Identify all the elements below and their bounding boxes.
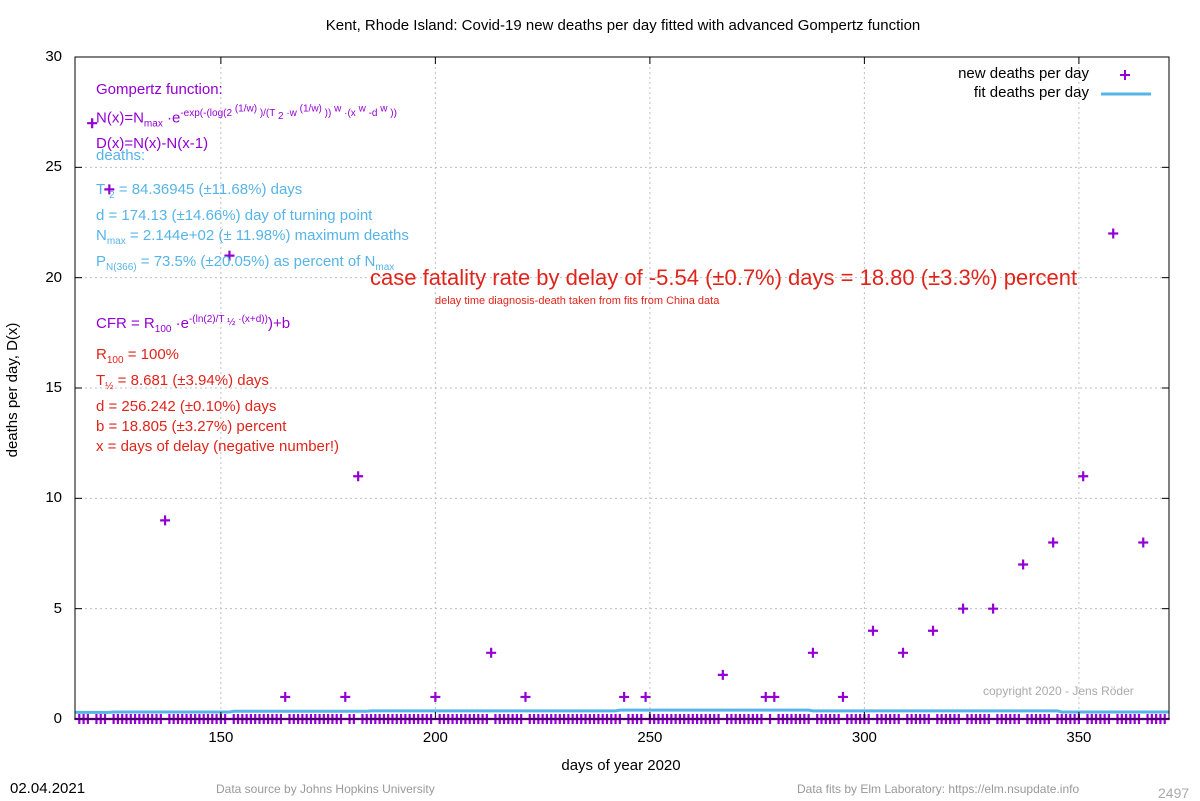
legend-markers (1101, 70, 1151, 96)
data-point (898, 647, 909, 658)
cfr-d: d = 256.242 (±0.10%) days (96, 398, 277, 415)
data-point (928, 625, 939, 636)
y-axis-label: deaths per day, D(x) (4, 322, 21, 458)
gompertz-formula: N(x)=Nmax ·e-exp(-(log(2 (1/w) )/(T 2 ·w… (96, 104, 397, 130)
data-point (353, 471, 364, 482)
cfr-b: b = 18.805 (±3.27%) percent (96, 418, 287, 435)
gompertz-title: Gompertz function: (96, 81, 223, 98)
cfr-headline: case fatality rate by delay of -5.54 (±0… (370, 265, 1078, 290)
data-point (160, 515, 171, 526)
copyright-text: copyright 2020 - Jens Röder (983, 684, 1134, 698)
cfr-formula: CFR = R100 ·e-(ln(2)/T ½ ·(x+d)))+b (96, 314, 291, 335)
chart-title: Kent, Rhode Island: Covid-19 new deaths … (325, 17, 921, 34)
y-tick-label: 10 (45, 489, 62, 507)
data-point (988, 603, 999, 614)
cfr-x: x = days of delay (negative number!) (96, 438, 340, 455)
footer-data-fits: Data fits by Elm Laboratory: https://elm… (797, 782, 1080, 796)
axis-ticks (75, 56, 1169, 720)
data-point (224, 250, 235, 261)
cfr-annotation: R100 = 100% T½ = 8.681 (±3.94%) days d =… (96, 345, 339, 457)
data-point (340, 691, 351, 702)
deaths-pn: PN(366) = 73.5% (±20.05%) as percent of … (96, 253, 395, 273)
data-point (1078, 471, 1089, 482)
x-tick-label: 150 (208, 729, 234, 746)
x-tick-label: 250 (637, 729, 663, 746)
x-tick-label: 350 (1066, 729, 1092, 746)
data-point (486, 647, 497, 658)
x-axis-label: days of year 2020 (561, 757, 681, 774)
data-point (837, 691, 848, 702)
cfr-thalf: T½ = 8.681 (±3.94%) days (96, 372, 269, 392)
data-point (807, 647, 818, 658)
data-point (87, 118, 98, 129)
cfr-r100: R100 = 100% (96, 346, 179, 366)
x-tick-label: 300 (851, 729, 877, 746)
data-point (619, 691, 630, 702)
footer-data-source: Data source by Johns Hopkins University (216, 782, 435, 796)
gompertz-derivative: D(x)=N(x)-N(x-1) (96, 135, 209, 153)
fit-line-group (75, 708, 1169, 714)
y-tick-label: 0 (53, 710, 62, 727)
data-point (867, 625, 878, 636)
data-point (520, 691, 531, 702)
deaths-annotation: deaths: T 2 = 84.36945 (±11.68%) days d … (96, 146, 409, 278)
y-tick-label: 25 (45, 158, 62, 176)
y-tick-label: 20 (45, 268, 62, 286)
deaths-t2: T 2 = 84.36945 (±11.68%) days (96, 181, 303, 201)
gompertz-annotation: Gompertz function: N(x)=Nmax ·e-exp(-(lo… (96, 80, 397, 154)
data-point (640, 691, 651, 702)
legend-data-marker (1120, 70, 1130, 80)
data-point (280, 691, 291, 702)
y-tick-label: 30 (45, 48, 62, 65)
data-point (104, 184, 115, 195)
data-point (430, 691, 441, 702)
legend-data-label: new deaths per day (958, 65, 1089, 82)
y-tick-label: 5 (53, 599, 62, 617)
grid-lines (75, 57, 1169, 719)
data-point (717, 669, 728, 680)
x-tick-label: 200 (422, 729, 448, 746)
y-tick-label: 15 (45, 379, 62, 396)
deaths-d: d = 174.13 (±14.66%) day of turning poin… (96, 207, 373, 224)
legend-fit-label: fit deaths per day (973, 84, 1089, 101)
footer-number: 2497 (1158, 785, 1190, 801)
deaths-title: deaths: (96, 147, 146, 164)
data-point (1048, 537, 1059, 548)
data-point (769, 691, 780, 702)
data-point (1138, 537, 1149, 548)
cfr-note: delay time diagnosis-death taken from fi… (435, 295, 720, 307)
data-point (1108, 228, 1119, 239)
data-point (958, 603, 969, 614)
deaths-nmax: Nmax = 2.144e+02 (± 11.98%) maximum deat… (96, 227, 409, 247)
footer-date: 02.04.2021 (10, 780, 86, 797)
fit-line (75, 708, 1169, 714)
data-point (760, 691, 771, 702)
data-point (1018, 559, 1029, 570)
